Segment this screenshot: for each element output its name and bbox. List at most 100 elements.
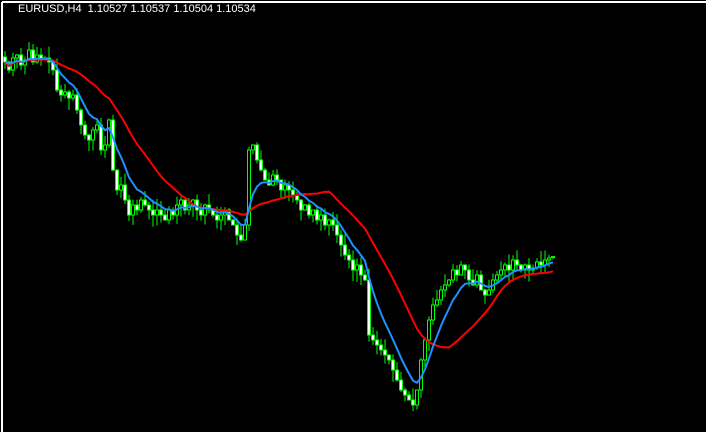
candle-body bbox=[279, 179, 283, 191]
candle-body bbox=[387, 354, 391, 361]
candle-body bbox=[163, 214, 167, 221]
candle-body bbox=[19, 54, 23, 66]
candle-body bbox=[199, 209, 203, 216]
candle-body bbox=[335, 224, 339, 236]
candle-body bbox=[127, 199, 131, 216]
candle-body bbox=[395, 369, 399, 381]
candle-body bbox=[147, 204, 151, 211]
candle-body bbox=[155, 209, 159, 216]
candle-body bbox=[95, 124, 99, 131]
candle-body bbox=[323, 214, 327, 226]
candle-body bbox=[3, 56, 7, 63]
candle-body bbox=[55, 69, 59, 91]
candle-body bbox=[87, 134, 91, 141]
candle-body bbox=[443, 284, 447, 291]
candle-body bbox=[299, 199, 303, 211]
candle-body bbox=[435, 299, 439, 306]
candle-body bbox=[283, 184, 287, 191]
candle-body bbox=[379, 344, 383, 351]
chart-title: EURUSD,H4 1.10527 1.10537 1.10504 1.1053… bbox=[18, 3, 256, 15]
candle-body bbox=[495, 274, 499, 281]
candle-body bbox=[431, 304, 435, 321]
candle-body bbox=[375, 339, 379, 346]
candle-body bbox=[487, 289, 491, 296]
candle-body bbox=[339, 234, 343, 246]
candle-body bbox=[67, 91, 71, 99]
candle-body bbox=[255, 144, 259, 161]
candle-body bbox=[119, 184, 123, 191]
candle-body bbox=[91, 129, 95, 141]
candle-body bbox=[319, 214, 323, 221]
candle-body bbox=[367, 279, 371, 336]
candles bbox=[3, 42, 555, 412]
candle-body bbox=[363, 274, 367, 281]
candle-body bbox=[311, 209, 315, 216]
candle-body bbox=[71, 94, 75, 99]
candle-body bbox=[411, 399, 415, 406]
candle-body bbox=[219, 214, 223, 221]
candle-body bbox=[547, 257, 551, 261]
candle-body bbox=[351, 259, 355, 271]
slow-ma-line bbox=[4, 58, 554, 349]
candle-body bbox=[399, 379, 403, 391]
candle-body bbox=[63, 91, 67, 96]
candle-body bbox=[355, 264, 359, 271]
candle-body bbox=[343, 244, 347, 256]
candle-body bbox=[423, 339, 427, 361]
candle-body bbox=[483, 289, 487, 296]
candle-body bbox=[239, 234, 243, 241]
candle-body bbox=[463, 264, 467, 271]
candle-body bbox=[467, 269, 471, 281]
candle-body bbox=[391, 359, 395, 371]
candle-body bbox=[167, 209, 171, 221]
candle-body bbox=[123, 184, 127, 201]
candle-body bbox=[303, 204, 307, 211]
candle-body bbox=[291, 189, 295, 196]
fast-ma-line bbox=[4, 57, 554, 384]
candle-body bbox=[103, 144, 107, 151]
candle-body bbox=[111, 119, 115, 171]
candle-body bbox=[403, 389, 407, 396]
candle-body bbox=[459, 264, 463, 276]
candle-body bbox=[475, 274, 479, 286]
candle-body bbox=[139, 199, 143, 211]
candle-body bbox=[231, 219, 235, 226]
candle-body bbox=[499, 269, 503, 276]
candle-body bbox=[251, 144, 255, 151]
candle-body bbox=[383, 349, 387, 356]
candle-body bbox=[271, 174, 275, 186]
candle-body bbox=[159, 209, 163, 216]
candle-body bbox=[83, 124, 87, 136]
candle-body bbox=[115, 169, 119, 191]
candle-body bbox=[455, 269, 459, 276]
candle-body bbox=[151, 209, 155, 216]
candle-body bbox=[451, 269, 455, 281]
candle-body bbox=[247, 149, 251, 226]
candle-body bbox=[215, 214, 219, 221]
candle-body bbox=[551, 256, 555, 259]
candle-body bbox=[331, 219, 335, 226]
candle-body bbox=[259, 159, 263, 171]
candle-body bbox=[31, 49, 35, 63]
candle-body bbox=[359, 264, 363, 276]
candle-body bbox=[135, 204, 139, 211]
candle-body bbox=[263, 169, 267, 181]
candle-body bbox=[439, 289, 443, 301]
candle-body bbox=[327, 219, 331, 226]
candle-body bbox=[503, 264, 507, 271]
candle-body bbox=[243, 224, 247, 241]
candle-body bbox=[179, 199, 183, 206]
candle-body bbox=[447, 279, 451, 286]
candle-body bbox=[511, 259, 515, 271]
candle-body bbox=[203, 204, 207, 216]
candle-body bbox=[143, 199, 147, 206]
candle-body bbox=[415, 389, 419, 406]
candle-body bbox=[371, 334, 375, 341]
candle-body bbox=[427, 319, 431, 341]
candle-body bbox=[99, 124, 103, 151]
candle-body bbox=[131, 204, 135, 216]
candle-body bbox=[515, 259, 519, 266]
candle-body bbox=[275, 174, 279, 181]
